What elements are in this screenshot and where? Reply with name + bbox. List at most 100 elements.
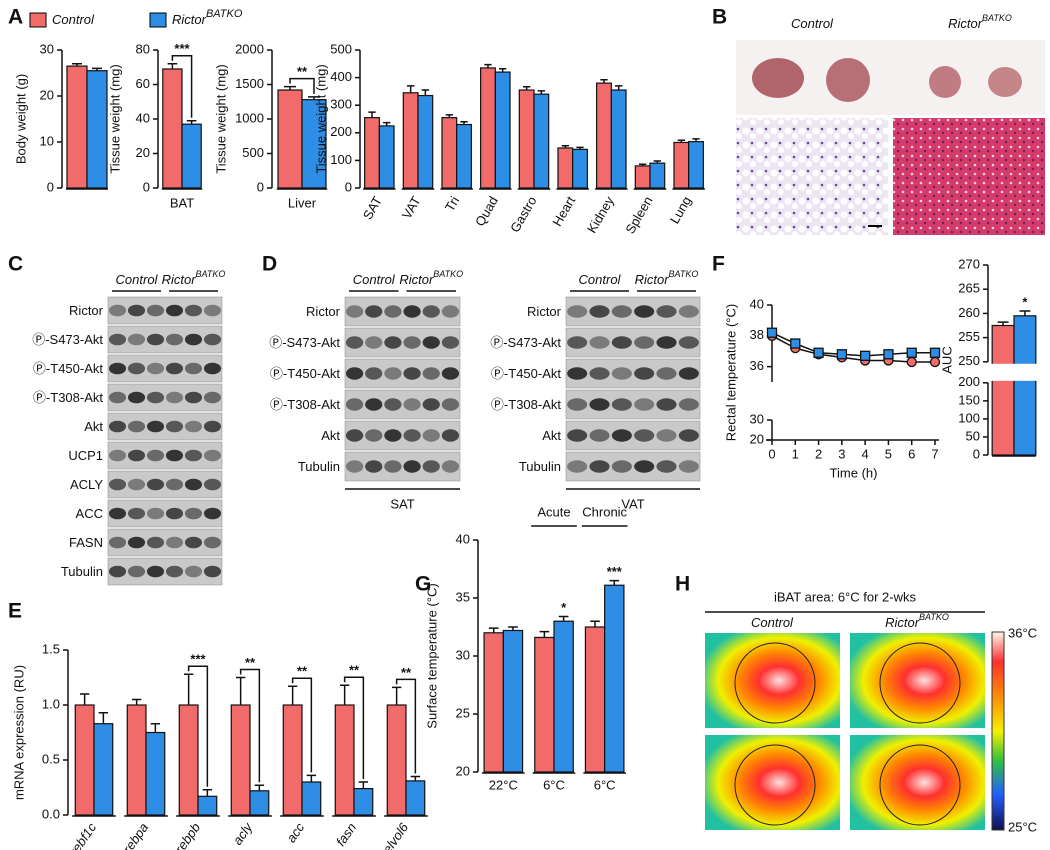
y-tick-label: 36: [750, 358, 764, 373]
error-bar: [368, 111, 376, 118]
blot-row-label: Rictor: [306, 304, 341, 319]
thermal-label: Control: [751, 615, 794, 630]
y-tick-label: 270: [958, 256, 980, 271]
error-bar: [522, 85, 531, 91]
blot-strip: [344, 327, 461, 358]
blot-row-label: Tubulin: [519, 459, 561, 474]
blot-group-sup: BATKO: [196, 269, 226, 279]
error-bar: [284, 85, 296, 91]
blot-row-label: Ⓟ-T450-Akt: [491, 366, 561, 381]
category-label: fasn: [333, 820, 359, 849]
error-bar: [558, 615, 569, 622]
blot-row-label: FASN: [69, 535, 103, 550]
legend-swatch: [149, 12, 167, 28]
blot-band: [184, 391, 203, 404]
thermal-image: [850, 633, 985, 728]
legend-sup: BATKO: [206, 8, 243, 20]
photo-panel: [736, 40, 1045, 235]
blot-band: [108, 478, 127, 491]
y-tick-label: 200: [330, 124, 352, 139]
blot-band: [441, 398, 460, 411]
bar: [494, 71, 511, 189]
blot-band: [403, 429, 421, 442]
thermal-image: [705, 633, 840, 728]
y-tick-label: 1.0: [42, 696, 60, 711]
blot-band: [184, 304, 203, 317]
blot-band: [184, 449, 203, 462]
bar: [93, 723, 114, 816]
blot-strip: [565, 420, 701, 451]
category-label: chrebpb: [164, 820, 203, 850]
blot-band: [345, 305, 364, 318]
blot-band: [634, 336, 655, 349]
blot-band: [611, 398, 632, 411]
blot-band: [127, 449, 146, 462]
significance-bracket: [289, 77, 315, 94]
bar: [534, 636, 555, 773]
blot-strip: [107, 557, 223, 586]
blot-band: [146, 333, 165, 346]
y-tick-label: 30: [40, 41, 54, 56]
blot-band: [589, 305, 610, 318]
thermal-image: [850, 735, 985, 830]
blot-band: [611, 429, 632, 442]
tissue: [826, 58, 870, 102]
blot-band: [184, 420, 203, 433]
error-bar: [150, 722, 161, 733]
blot-row-label: Tubulin: [61, 564, 103, 579]
blot-group-sup: BATKO: [669, 269, 699, 279]
thermal-label-main: Control: [751, 615, 794, 630]
blot-band: [634, 367, 655, 380]
blot-band: [384, 460, 402, 473]
category-label: VAT: [399, 194, 424, 222]
photo-label: RictorBATKO: [948, 13, 1012, 31]
color-scale: [991, 631, 1005, 831]
point: [929, 347, 941, 358]
blot-strip: [565, 327, 701, 358]
error-bar: [677, 139, 685, 143]
blot-band: [146, 391, 165, 404]
x-tick-label: 4: [862, 446, 869, 461]
legend-name: Rictor: [172, 12, 207, 27]
blot-row-label: Ⓟ-T450-Akt: [33, 361, 103, 376]
photo-label: Control: [791, 16, 834, 31]
blot-band: [656, 429, 677, 442]
blot-row-label: ACC: [76, 506, 103, 521]
blot-group-main: Control: [579, 272, 622, 287]
bar: [533, 93, 550, 189]
blot-band: [165, 536, 184, 549]
blot-band: [108, 333, 127, 346]
histology: [736, 118, 888, 235]
error-bar: [306, 774, 317, 782]
bar: [1013, 315, 1037, 456]
blot-group-main: Rictor: [162, 272, 197, 287]
bar: [145, 731, 166, 816]
blot-row-label: Rictor: [527, 304, 562, 319]
category-label: chrebpa: [112, 820, 151, 850]
blot-band: [589, 429, 610, 442]
x-tick-label: 1: [792, 446, 799, 461]
y-tick-label: 20: [750, 431, 764, 446]
blot-band: [146, 507, 165, 520]
y-axis-label: Tissue weight (mg): [107, 64, 122, 173]
y-tick-label: 0.5: [42, 751, 60, 766]
blot-band: [146, 362, 165, 375]
blot-band: [589, 367, 610, 380]
significance-bracket: [395, 678, 417, 774]
blot-row-label: Ⓟ-T450-Akt: [270, 366, 340, 381]
error-bar: [1019, 310, 1031, 316]
category-label: acly: [230, 819, 256, 848]
point: [906, 356, 917, 368]
error-bar: [460, 121, 468, 125]
blot-row-label: UCP1: [68, 448, 103, 463]
point: [836, 349, 848, 360]
point: [859, 350, 871, 361]
panel-label: F: [712, 253, 725, 276]
axis-break: [980, 363, 1042, 381]
x-tick-label: 6: [908, 446, 915, 461]
y-tick-label: 200: [958, 374, 980, 389]
category-label: Spleen: [622, 194, 655, 237]
photo-label-sup: BATKO: [982, 13, 1012, 23]
blot-band: [384, 305, 402, 318]
